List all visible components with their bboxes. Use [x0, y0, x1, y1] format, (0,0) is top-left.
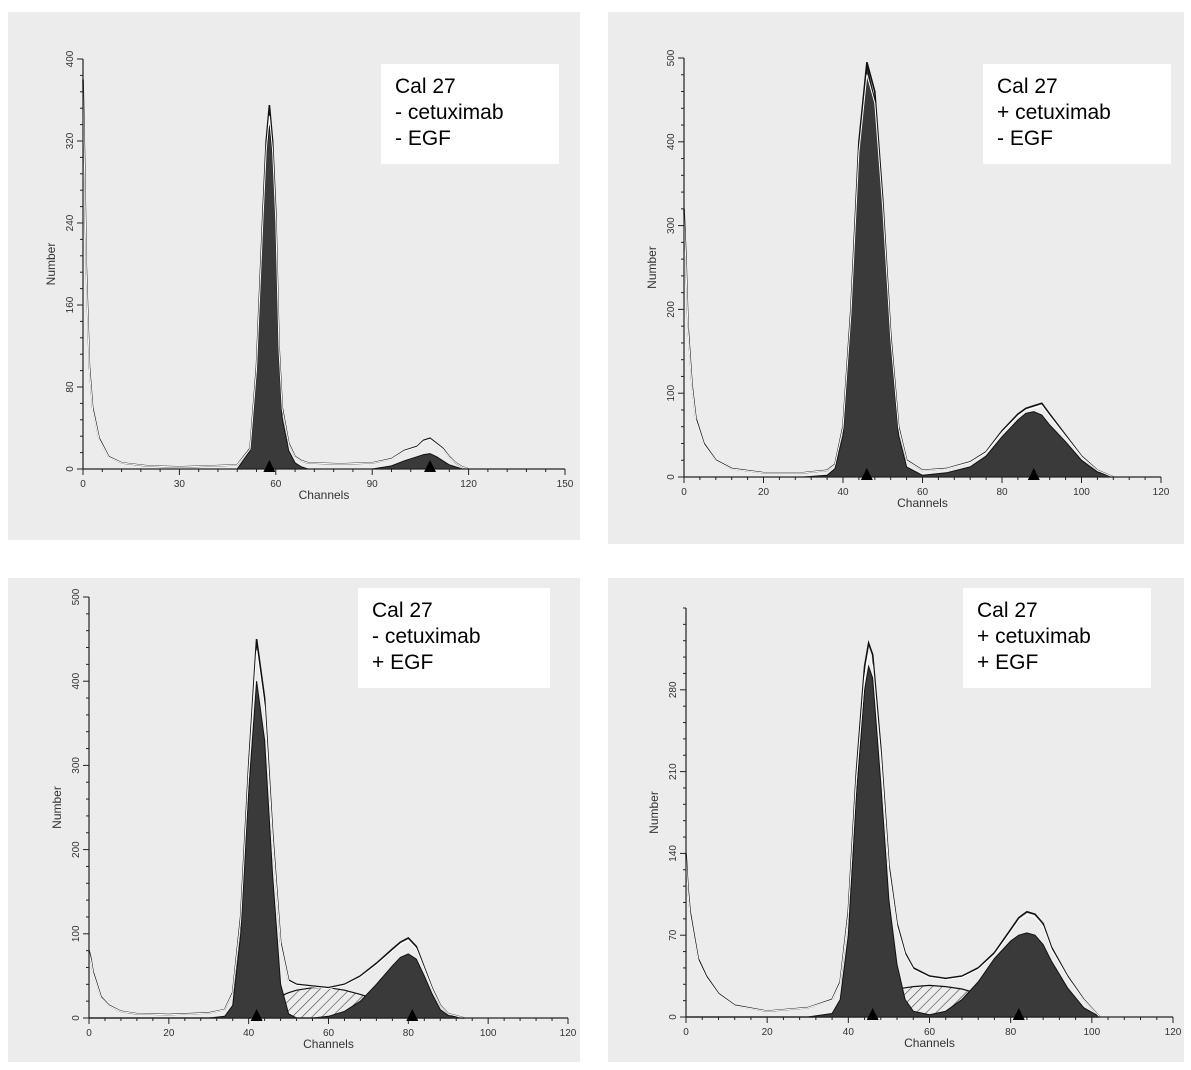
x-tick-label: 120 [460, 479, 477, 490]
x-tick-label: 40 [243, 1028, 255, 1039]
x-tick-label: 80 [403, 1028, 415, 1039]
y-tick-label: 200 [666, 301, 677, 318]
y-tick-label: 140 [668, 845, 679, 862]
legend-line-1: Cal 27 [977, 599, 1038, 622]
y-tick-label: 240 [65, 214, 76, 231]
series-fit-area [89, 681, 465, 1019]
y-axis-label: Number [645, 246, 659, 289]
histogram-panel-4: 0 20 40 60 80 100 120 0 70 140 210 280 Channels Numbe… [608, 578, 1184, 1062]
x-tick-label: 100 [1083, 1027, 1100, 1038]
x-tick-label: 120 [1165, 1027, 1182, 1038]
x-tick-label: 120 [560, 1028, 577, 1039]
legend-line-1: Cal 27 [395, 75, 456, 98]
x-tick-label: 30 [174, 479, 186, 490]
histogram-panel-2: 0 20 40 60 80 100 120 0 100 200 300 400 500 Channels N… [608, 12, 1184, 544]
x-tick-label: 60 [924, 1027, 936, 1038]
x-tick-label: 40 [843, 1027, 855, 1038]
series-fit-area [83, 125, 469, 470]
legend-line-2: - cetuximab [372, 625, 481, 648]
x-tick-label: 0 [681, 487, 687, 498]
histogram-svg-3: 0 20 40 60 80 100 120 0 100 200 300 400 500 Channels N… [50, 588, 577, 1051]
peak-marker [860, 468, 873, 480]
x-tick-label: 80 [996, 487, 1008, 498]
y-tick-label: 0 [666, 474, 677, 480]
x-tick-label: 20 [758, 487, 770, 498]
x-tick-label: 60 [917, 487, 929, 498]
y-tick-label: 280 [668, 681, 679, 698]
legend-line-1: Cal 27 [997, 75, 1058, 98]
y-tick-label: 400 [666, 133, 677, 150]
y-tick-label: 300 [666, 217, 677, 234]
legend-line-2: + cetuximab [977, 625, 1091, 648]
x-axis-label: Channels [897, 496, 948, 510]
x-tick-label: 0 [683, 1027, 689, 1038]
y-tick-label: 500 [666, 49, 677, 66]
y-tick-label: 300 [71, 757, 82, 774]
series-raw-line-inner [82, 91, 469, 470]
histogram-panel-3: 0 20 40 60 80 100 120 0 100 200 300 400 500 Channels N… [8, 578, 580, 1062]
legend-line-3: + EGF [977, 651, 1039, 674]
legend-line-2: + cetuximab [997, 101, 1111, 124]
peak-marker [406, 1009, 419, 1021]
y-tick-label: 400 [65, 50, 76, 67]
x-axis-label: Channels [904, 1036, 955, 1050]
histogram-svg-4: 0 20 40 60 80 100 120 0 70 140 210 280 Channels Numbe… [647, 607, 1182, 1050]
y-tick-label: 210 [668, 763, 679, 780]
y-tick-label: 70 [668, 929, 679, 941]
y-tick-label: 200 [71, 841, 82, 858]
y-axis-label: Number [50, 786, 64, 829]
histogram-panel-1: 0 30 60 90 120 150 0 80 160 240 320 400 Channels Numb… [8, 12, 580, 540]
histogram-svg-1: 0 30 60 90 120 150 0 80 160 240 320 400 Channels Numb… [44, 50, 574, 502]
legend-line-3: - EGF [395, 127, 451, 150]
peak-marker [263, 460, 276, 472]
y-tick-label: 320 [65, 132, 76, 149]
y-tick-label: 0 [71, 1015, 82, 1021]
series-fit-area [686, 664, 1102, 1018]
x-axis-label: Channels [303, 1037, 354, 1051]
y-tick-label: 0 [65, 466, 76, 472]
series-raw-line-inner [88, 650, 465, 1019]
x-tick-label: 60 [323, 1028, 335, 1039]
peak-marker [1027, 468, 1040, 480]
peak-marker [424, 460, 437, 472]
x-tick-label: 60 [270, 479, 282, 490]
legend-line-2: - cetuximab [395, 101, 504, 124]
y-axis-label: Number [44, 243, 58, 286]
y-tick-label: 160 [65, 296, 76, 313]
peak-marker [1012, 1008, 1025, 1020]
y-tick-label: 0 [668, 1014, 679, 1020]
y-tick-label: 500 [71, 588, 82, 605]
x-tick-label: 20 [163, 1028, 175, 1039]
legend-box-4: Cal 27 + cetuximab + EGF [963, 588, 1151, 688]
x-tick-label: 150 [557, 479, 574, 490]
legend-box-1: Cal 27 - cetuximab - EGF [381, 64, 559, 164]
legend-box-3: Cal 27 - cetuximab + EGF [358, 588, 550, 688]
series-raw-line-inner [683, 74, 1114, 478]
x-tick-label: 40 [837, 487, 849, 498]
y-tick-label: 400 [71, 672, 82, 689]
x-tick-label: 120 [1153, 487, 1170, 498]
x-tick-label: 0 [86, 1028, 92, 1039]
legend-line-3: + EGF [372, 651, 434, 674]
x-tick-label: 90 [367, 479, 379, 490]
peak-marker [250, 1009, 263, 1021]
y-tick-label: 100 [71, 925, 82, 942]
x-tick-label: 100 [480, 1028, 497, 1039]
x-tick-label: 20 [762, 1027, 774, 1038]
legend-line-1: Cal 27 [372, 599, 433, 622]
y-tick-label: 80 [65, 381, 76, 393]
peak-marker [866, 1008, 879, 1020]
x-tick-label: 0 [80, 479, 86, 490]
x-tick-label: 80 [1005, 1027, 1017, 1038]
histogram-svg-2: 0 20 40 60 80 100 120 0 100 200 300 400 500 Channels N… [645, 49, 1170, 510]
series-raw-line-inner [685, 652, 1101, 1018]
y-axis-label: Number [647, 791, 661, 834]
y-tick-label: 100 [666, 384, 677, 401]
legend-box-2: Cal 27 + cetuximab - EGF [983, 64, 1171, 164]
legend-line-3: - EGF [997, 127, 1053, 150]
x-axis-label: Channels [299, 488, 350, 502]
x-tick-label: 100 [1073, 487, 1090, 498]
